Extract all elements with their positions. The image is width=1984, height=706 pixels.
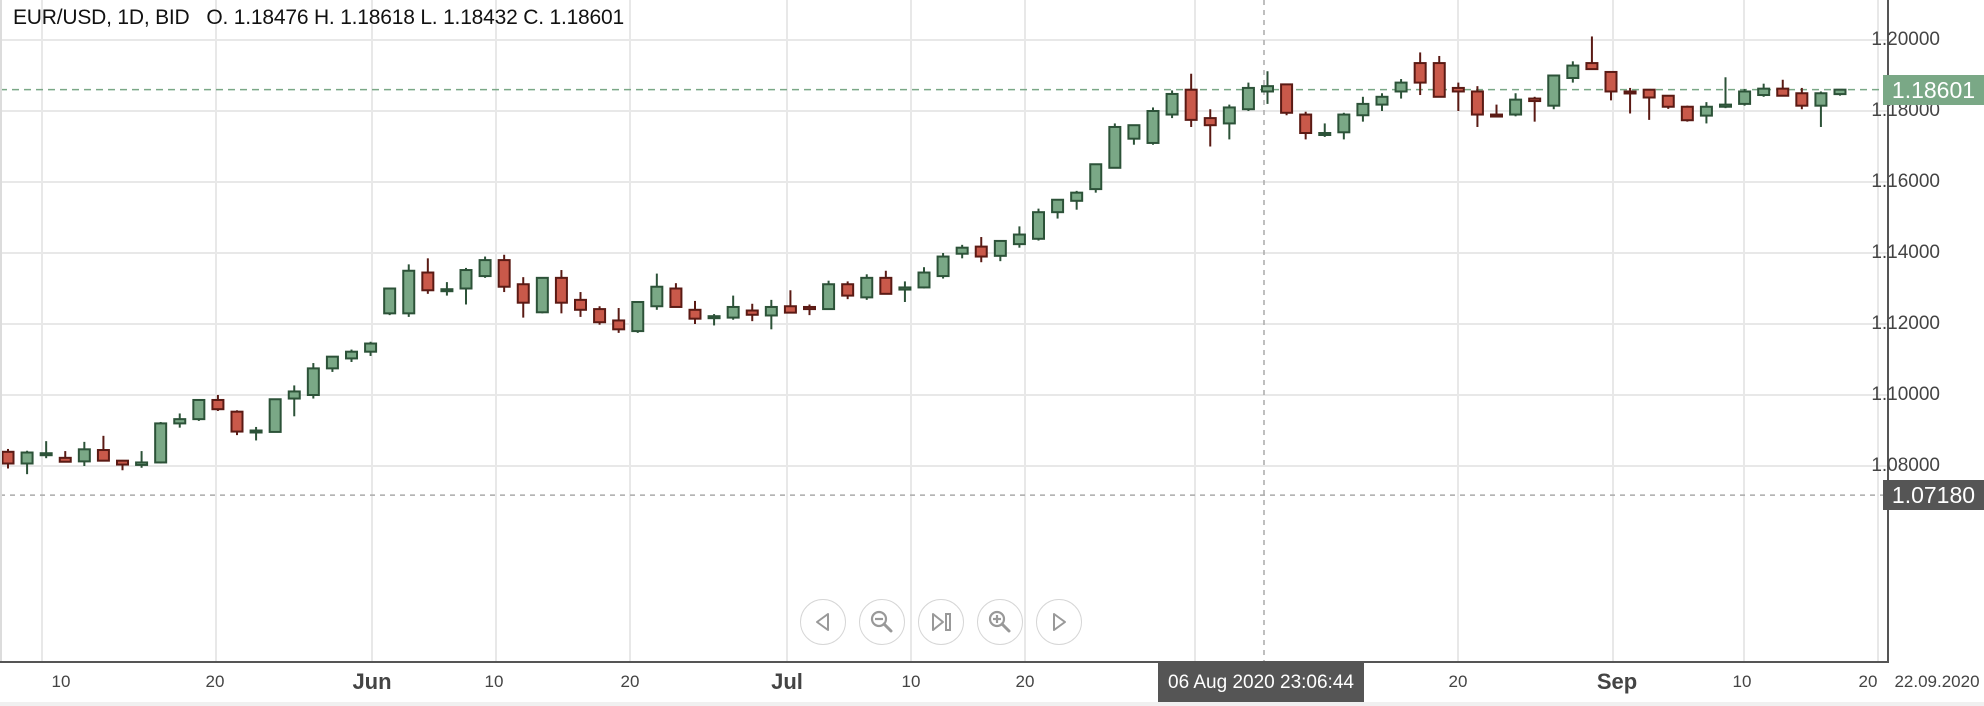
x-tick-label: 20	[1448, 672, 1468, 691]
x-tick-label: 10	[484, 672, 504, 691]
candles	[1, 36, 1847, 475]
scroll-left-button[interactable]	[800, 599, 846, 645]
grid-lines	[0, 0, 1888, 662]
bottom-scroll-strip	[0, 702, 1984, 706]
y-tick-label: 1.20000	[1871, 29, 1940, 50]
last-price-tag: 1.18601	[1883, 74, 1984, 105]
crosshair-date-tag: 06 Aug 2020 23:06:44	[1158, 663, 1364, 703]
skip-end-icon	[932, 613, 951, 631]
zoom-in-icon	[988, 610, 1011, 633]
x-tick-label: 20	[205, 672, 225, 691]
y-tick-label: 1.12000	[1871, 313, 1940, 334]
zoom-in-button[interactable]	[977, 599, 1023, 645]
ohlc-readout: O. 1.18476 H. 1.18618 L. 1.18432 C. 1.18…	[206, 6, 624, 29]
x-tick-label: 10	[1732, 672, 1752, 691]
y-tick-label: 1.18000	[1871, 100, 1940, 121]
x-tick-label: Jul	[771, 669, 803, 694]
y-tick-label: 1.08000	[1871, 455, 1940, 476]
chart-title: EUR/USD, 1D, BID O. 1.18476 H. 1.18618 L…	[13, 6, 624, 30]
triangle-left-icon	[816, 613, 829, 631]
y-tick-label: 1.16000	[1871, 171, 1940, 192]
x-tick-label: 20	[1858, 672, 1878, 691]
y-tick-label: 1.14000	[1871, 242, 1940, 263]
symbol-label: EUR/USD, 1D, BID	[13, 6, 190, 29]
crosshair-price-tag: 1.07180	[1883, 480, 1984, 511]
x-tick-label: 10	[51, 672, 71, 691]
triangle-right-icon	[1053, 613, 1066, 631]
scroll-to-end-button[interactable]	[918, 599, 964, 645]
x-tick-label: 20	[1015, 672, 1035, 691]
chart-navigation	[800, 599, 1082, 645]
x-tick-label: 20	[620, 672, 640, 691]
x-tick-label: Jun	[352, 669, 392, 694]
zoom-out-icon	[870, 610, 893, 633]
y-tick-label: 1.10000	[1871, 384, 1940, 405]
x-tick-label: Sep	[1596, 669, 1638, 694]
crosshair-lines	[0, 0, 1888, 662]
x-tick-label: 22.09.2020	[1894, 672, 1980, 691]
scroll-right-button[interactable]	[1036, 599, 1082, 645]
x-tick-label: 10	[901, 672, 921, 691]
zoom-out-button[interactable]	[859, 599, 905, 645]
